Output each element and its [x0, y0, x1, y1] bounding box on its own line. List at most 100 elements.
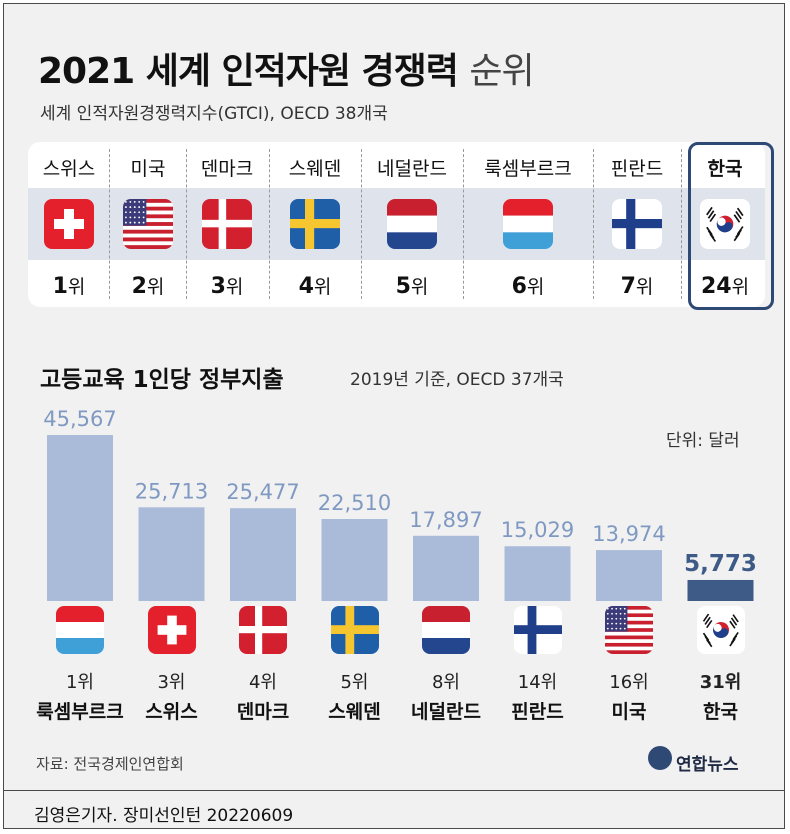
- korea-flag-icon: [696, 606, 745, 654]
- bar-category-label: 덴마크: [236, 701, 290, 723]
- rank-number: 7: [620, 274, 636, 299]
- rank-column-denmark: 덴마크 3위: [185, 144, 270, 304]
- footer-divider: [4, 790, 784, 791]
- chart-title: 고등교육 1인당 정부지출: [40, 367, 284, 393]
- bar-value-label: 15,029: [501, 518, 574, 542]
- byline: 김영은기자. 장미선인턴 20220609: [34, 806, 294, 826]
- rank-value: 7위: [592, 272, 682, 299]
- rank-country-name: 스위스: [42, 158, 96, 180]
- column-separator: [463, 149, 465, 299]
- rank-column-sweden: 스웨덴 4위: [270, 144, 360, 304]
- rank-value: 3위: [185, 272, 270, 299]
- bar-value-label: 25,477: [226, 480, 299, 504]
- bar-rank-label: 4위: [248, 672, 277, 693]
- page-title: 2021 세계 인적자원 경쟁력 순위: [38, 42, 535, 94]
- bar-value-label: 13,974: [592, 522, 665, 546]
- rank-suffix: 위: [67, 276, 86, 298]
- column-separator: [269, 149, 271, 299]
- rank-column-netherlands: 네덜란드 5위: [360, 144, 465, 304]
- rank-suffix: 위: [731, 276, 750, 298]
- rank-value: 5위: [360, 272, 465, 299]
- rank-number: 4: [298, 274, 314, 299]
- rank-suffix: 위: [225, 276, 244, 298]
- rank-suffix: 위: [146, 276, 165, 298]
- rank-number: 2: [131, 274, 147, 299]
- rank-suffix: 위: [526, 276, 545, 298]
- column-separator: [593, 149, 595, 299]
- rank-column-switzerland: 스위스 1위: [29, 144, 109, 304]
- netherlands-flag-icon: [422, 606, 470, 654]
- page-subtitle: 세계 인적자원경쟁력지수(GTCI), OECD 38개국: [40, 104, 388, 124]
- bar-switzerland: [138, 507, 205, 601]
- rank-number: 24: [700, 274, 732, 299]
- korea-flag-icon: [700, 199, 750, 249]
- bar-value-label: 45,567: [43, 407, 116, 431]
- usa-flag-icon: [123, 199, 173, 249]
- sweden-flag-icon: [290, 199, 340, 249]
- rank-suffix: 위: [410, 276, 429, 298]
- korea-highlight-box: [688, 142, 774, 310]
- rank-column-usa: 미국 2위: [113, 144, 183, 304]
- luxembourg-flag-icon: [503, 199, 553, 249]
- bar-rank-label: 5위: [340, 672, 369, 693]
- rank-country-name: 스웨덴: [288, 158, 342, 180]
- bar-netherlands: [413, 535, 479, 601]
- denmark-flag-icon: [202, 199, 252, 249]
- rank-suffix: 위: [313, 276, 332, 298]
- rank-column-luxembourg: 룩셈부르크 6위: [466, 144, 591, 304]
- rank-number: 1: [52, 274, 68, 299]
- rank-value: 6위: [466, 272, 591, 299]
- rank-number: 3: [210, 274, 226, 299]
- finland-flag-icon: [513, 606, 562, 654]
- rank-country-name: 덴마크: [200, 158, 254, 180]
- bar-chart: 45,567 25,713 25,477 22,510 17,897 15,029 13,9…: [43, 407, 757, 601]
- switzerland-flag-icon: [147, 606, 196, 654]
- bar-finland: [504, 546, 571, 601]
- bar-rank-label: 8위: [431, 672, 460, 693]
- switzerland-flag-icon: [44, 199, 94, 249]
- denmark-flag-icon: [239, 606, 287, 654]
- rank-country-name: 미국: [130, 158, 166, 180]
- rank-number: 6: [511, 274, 527, 299]
- bar-category-label: 스위스: [145, 701, 198, 723]
- bar-usa: [596, 550, 662, 601]
- rank-country-name: 한국: [707, 158, 743, 180]
- rank-suffix: 위: [635, 276, 654, 298]
- bar-rank-label: 3위: [157, 672, 186, 693]
- bar-category-label: 핀란드: [511, 701, 564, 723]
- bar-value-label: 5,773: [684, 551, 757, 577]
- rank-country-name: 네덜란드: [377, 158, 447, 180]
- bar-rank-label: 1위: [65, 672, 94, 693]
- finland-flag-icon: [612, 199, 662, 249]
- bar-rank-label: 16위: [609, 672, 649, 693]
- bar-value-label: 25,713: [135, 479, 208, 503]
- infographic: 2021 세계 인적자원 경쟁력 순위 세계 인적자원경쟁력지수(GTCI), …: [3, 3, 785, 829]
- bar-category-label: 미국: [611, 701, 647, 723]
- bar-rank-label: 14위: [517, 672, 558, 693]
- brand-name: 연합뉴스: [676, 755, 739, 775]
- netherlands-flag-icon: [387, 199, 437, 249]
- bar-denmark: [230, 508, 296, 601]
- rank-value: 4위: [270, 272, 360, 299]
- bar-category-label: 스웨덴: [328, 701, 381, 723]
- bar-sweden: [321, 518, 388, 601]
- source-note: 자료: 전국경제인연합회: [36, 755, 184, 773]
- column-separator: [109, 149, 111, 299]
- bar-value-label: 17,897: [409, 508, 482, 532]
- rank-value: 2위: [113, 272, 183, 299]
- usa-flag-icon: [605, 606, 653, 654]
- bar-category-label: 룩셈부르크: [36, 701, 124, 723]
- column-separator: [361, 149, 363, 299]
- column-separator: [186, 149, 188, 299]
- title-bold: 2021 세계 인적자원 경쟁력: [38, 51, 459, 92]
- rank-value: 24위: [685, 272, 765, 299]
- rank-country-name: 룩셈부르크: [484, 158, 572, 180]
- chart-note: 2019년 기준, OECD 37개국: [350, 370, 564, 390]
- rank-number: 5: [395, 274, 411, 299]
- sweden-flag-icon: [330, 606, 379, 654]
- luxembourg-flag-icon: [56, 606, 104, 654]
- bar-luxembourg: [47, 435, 113, 601]
- rank-column-korea: 한국 24위: [685, 144, 765, 304]
- bar-korea: [687, 579, 754, 601]
- bar-category-label: 한국: [703, 701, 738, 723]
